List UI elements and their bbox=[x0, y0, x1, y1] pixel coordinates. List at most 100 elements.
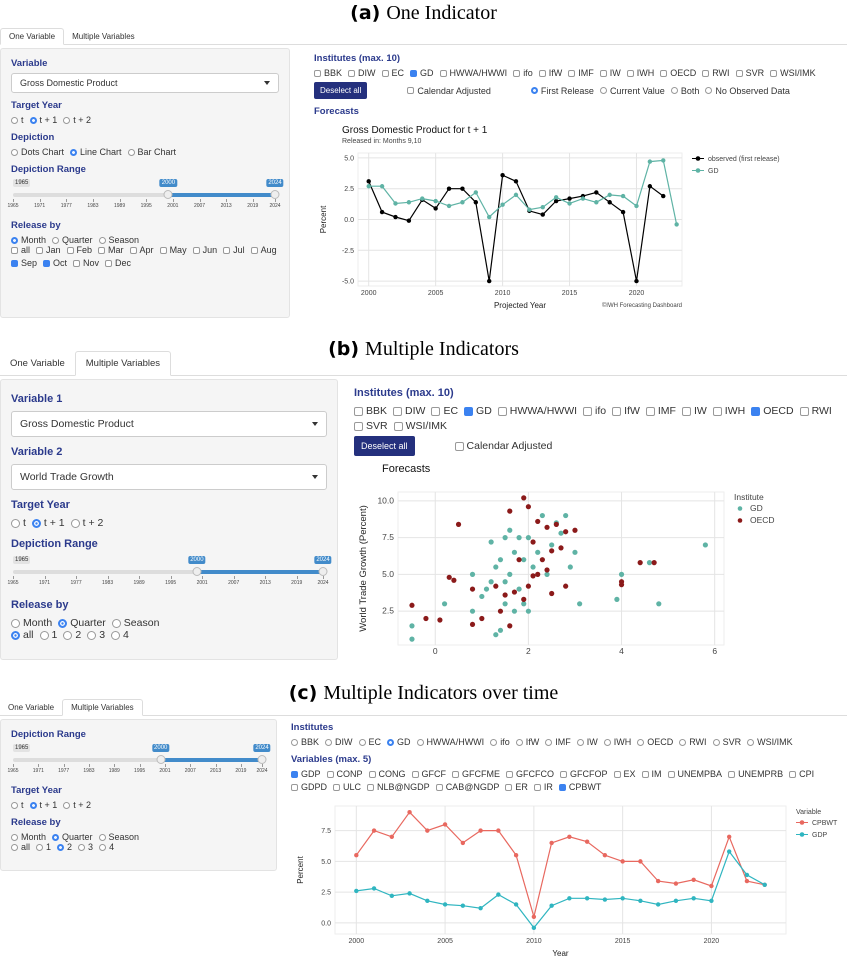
checkbox-option[interactable]: Jun bbox=[192, 245, 217, 255]
checkbox-input[interactable] bbox=[452, 770, 460, 778]
checkbox-input[interactable] bbox=[538, 69, 546, 77]
checkbox-input[interactable] bbox=[770, 69, 778, 77]
checkbox-input[interactable] bbox=[348, 69, 356, 77]
checkbox-input[interactable] bbox=[250, 246, 258, 254]
checkbox-input[interactable] bbox=[435, 783, 443, 791]
slider-handle[interactable] bbox=[163, 190, 173, 199]
checkbox-option[interactable]: EX bbox=[613, 769, 636, 779]
checkbox-option[interactable]: OECD bbox=[660, 68, 696, 78]
checkbox-input[interactable] bbox=[599, 69, 607, 77]
checkbox-option[interactable]: Nov bbox=[73, 258, 99, 268]
radio-input[interactable] bbox=[63, 116, 71, 124]
checkbox-option[interactable]: IW bbox=[681, 405, 707, 417]
radio-option[interactable]: SVR bbox=[712, 737, 741, 747]
checkbox-option[interactable]: GD bbox=[464, 405, 492, 417]
checkbox-input[interactable] bbox=[105, 259, 113, 267]
radio-option[interactable]: WSI/IMK bbox=[747, 737, 793, 747]
radio-input[interactable] bbox=[52, 236, 60, 244]
radio-option[interactable]: Dots Chart bbox=[11, 147, 64, 157]
radio-option[interactable]: 4 bbox=[111, 629, 129, 641]
radio-option[interactable]: all bbox=[11, 629, 34, 641]
checkbox-option[interactable]: ifo bbox=[583, 405, 606, 417]
checkbox-option[interactable]: Jul bbox=[223, 245, 245, 255]
checkbox-input[interactable] bbox=[291, 770, 298, 778]
radio-input[interactable] bbox=[58, 618, 68, 628]
radio-input[interactable] bbox=[63, 630, 73, 640]
select-box[interactable]: Gross Domestic Product bbox=[11, 411, 327, 437]
checkbox-option[interactable]: Aug bbox=[250, 245, 277, 255]
radio-option[interactable]: Month bbox=[11, 832, 46, 842]
radio-input[interactable] bbox=[11, 801, 18, 809]
radio-option[interactable]: t bbox=[11, 800, 24, 810]
checkbox-option[interactable]: DIW bbox=[393, 405, 425, 417]
checkbox-option[interactable]: IMF bbox=[645, 405, 676, 417]
checkbox-input[interactable] bbox=[439, 69, 447, 77]
radio-input[interactable] bbox=[11, 833, 18, 841]
checkbox-input[interactable] bbox=[728, 770, 736, 778]
radio-input[interactable] bbox=[111, 630, 121, 640]
tab[interactable]: Multiple Variables bbox=[74, 351, 172, 376]
radio-input[interactable] bbox=[11, 618, 20, 628]
radio-input[interactable] bbox=[111, 618, 121, 628]
checkbox-input[interactable] bbox=[789, 770, 797, 778]
radio-option[interactable]: 3 bbox=[87, 629, 105, 641]
radio-input[interactable] bbox=[57, 843, 65, 851]
checkbox-option[interactable]: RWI bbox=[702, 68, 730, 78]
checkbox-option[interactable]: IWH bbox=[712, 405, 745, 417]
checkbox-input[interactable] bbox=[159, 246, 167, 254]
checkbox-option[interactable]: Feb bbox=[66, 245, 92, 255]
radio-input[interactable] bbox=[39, 630, 49, 640]
radio-option[interactable]: 3 bbox=[78, 842, 93, 852]
radio-input[interactable] bbox=[87, 630, 97, 640]
radio-input[interactable] bbox=[11, 148, 18, 156]
checkbox-option[interactable]: Calendar Adjusted bbox=[454, 440, 552, 452]
slider-handle[interactable] bbox=[192, 567, 202, 576]
checkbox-option[interactable]: GFCFME bbox=[452, 769, 500, 779]
checkbox-input[interactable] bbox=[612, 406, 622, 416]
checkbox-input[interactable] bbox=[660, 69, 668, 77]
button[interactable]: Deselect all bbox=[314, 82, 368, 99]
checkbox-input[interactable] bbox=[641, 770, 649, 778]
checkbox-option[interactable]: IMF bbox=[568, 68, 594, 78]
radio-option[interactable]: t bbox=[11, 115, 24, 125]
radio-input[interactable] bbox=[712, 738, 720, 746]
checkbox-input[interactable] bbox=[702, 69, 710, 77]
checkbox-option[interactable]: BBK bbox=[314, 68, 342, 78]
select-box[interactable]: Gross Domestic Product bbox=[11, 73, 279, 93]
checkbox-option[interactable]: NLB@NGDP bbox=[367, 782, 430, 792]
radio-option[interactable]: 4 bbox=[99, 842, 114, 852]
checkbox-input[interactable] bbox=[506, 770, 514, 778]
checkbox-input[interactable] bbox=[513, 69, 521, 77]
radio-input[interactable] bbox=[576, 738, 584, 746]
radio-option[interactable]: No Observed Data bbox=[705, 86, 790, 96]
radio-input[interactable] bbox=[11, 843, 18, 851]
checkbox-input[interactable] bbox=[645, 406, 655, 416]
radio-option[interactable]: Line Chart bbox=[70, 147, 122, 157]
checkbox-option[interactable]: CONP bbox=[326, 769, 363, 779]
radio-option[interactable]: 1 bbox=[39, 629, 57, 641]
checkbox-input[interactable] bbox=[354, 406, 363, 416]
checkbox-input[interactable] bbox=[354, 421, 363, 431]
checkbox-option[interactable]: RWI bbox=[799, 405, 832, 417]
checkbox-option[interactable]: Calendar Adjusted bbox=[407, 86, 491, 96]
radio-option[interactable]: First Release bbox=[530, 86, 594, 96]
radio-option[interactable]: t + 2 bbox=[63, 800, 91, 810]
checkbox-input[interactable] bbox=[558, 783, 566, 791]
radio-input[interactable] bbox=[515, 738, 523, 746]
checkbox-option[interactable]: GD bbox=[410, 68, 434, 78]
checkbox-option[interactable]: CPBWT bbox=[558, 782, 601, 792]
range-slider[interactable]: 1965 2000 2024 1965 1971 1977 1983 1989 1995 2001… bbox=[7, 179, 284, 213]
radio-option[interactable]: EC bbox=[358, 737, 381, 747]
radio-option[interactable]: all bbox=[11, 842, 30, 852]
checkbox-option[interactable]: ULC bbox=[333, 782, 361, 792]
radio-input[interactable] bbox=[52, 833, 60, 841]
radio-input[interactable] bbox=[599, 87, 607, 94]
checkbox-option[interactable]: CONG bbox=[368, 769, 406, 779]
radio-input[interactable] bbox=[63, 801, 71, 809]
slider-handle[interactable] bbox=[270, 190, 280, 199]
checkbox-option[interactable]: GDP bbox=[291, 769, 321, 779]
checkbox-input[interactable] bbox=[410, 69, 418, 77]
radio-input[interactable] bbox=[603, 738, 611, 746]
radio-option[interactable]: IfW bbox=[515, 737, 539, 747]
radio-input[interactable] bbox=[490, 738, 498, 746]
